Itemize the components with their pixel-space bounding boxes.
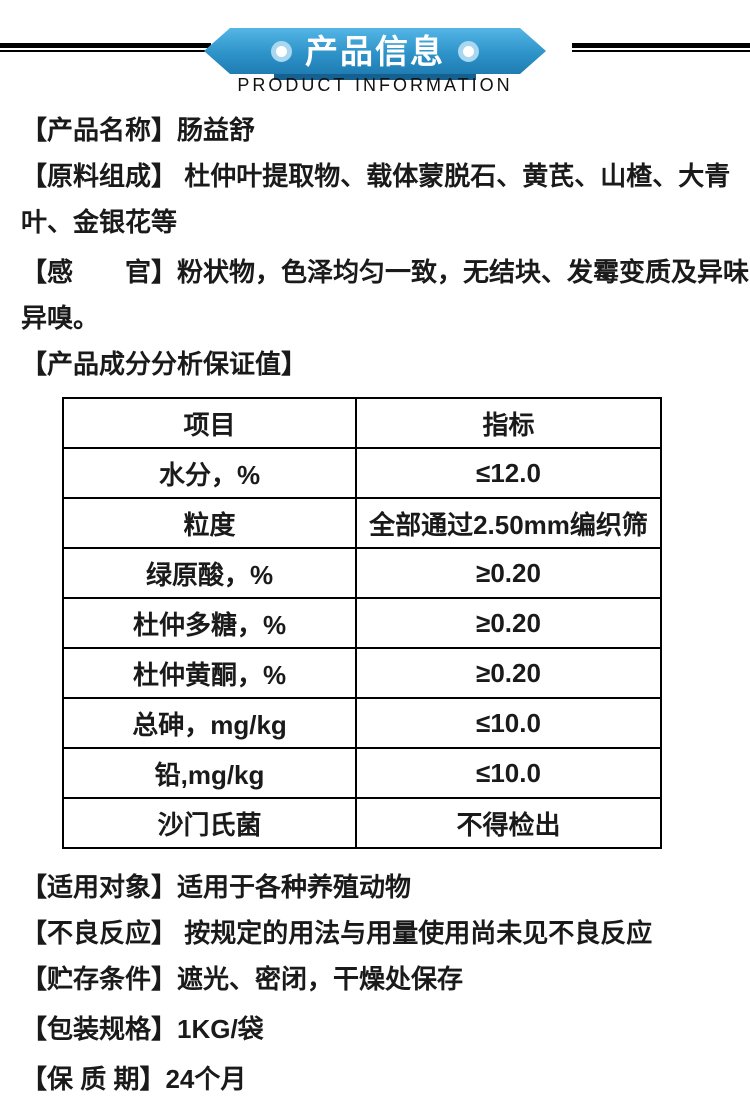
- product-intro-section: 【产品名称】肠益舒 【原料组成】 杜仲叶提取物、载体蒙脱石、黄芪、山楂、大青 叶…: [0, 105, 750, 387]
- column-header-indicator: 指标: [355, 397, 662, 449]
- table-row: 水分，% ≤12.0: [61, 447, 662, 499]
- circle-bullet-icon-right: [458, 41, 479, 62]
- ingredients-line-2: 叶、金银花等: [21, 207, 178, 237]
- item-cell: 总砷，mg/kg: [61, 697, 358, 749]
- page-header: 产品信息 PRODUCT INFORMATION: [0, 0, 750, 105]
- title-ribbon: 产品信息: [204, 28, 546, 80]
- table-header-row: 项目 指标: [61, 397, 662, 449]
- circle-bullet-icon-left: [271, 41, 292, 62]
- indicator-cell: ≥0.20: [355, 647, 662, 699]
- indicator-cell: ≤10.0: [355, 697, 662, 749]
- item-cell: 杜仲多糖，%: [61, 597, 358, 649]
- table-row: 总砷，mg/kg ≤10.0: [61, 697, 662, 749]
- storage-conditions-line: 【贮存条件】遮光、密闭，干燥处保存: [21, 964, 464, 994]
- table-row: 铅,mg/kg ≤10.0: [61, 747, 662, 799]
- page-subtitle: PRODUCT INFORMATION: [237, 75, 513, 95]
- indicator-cell: ≤10.0: [355, 747, 662, 799]
- sensory-line-1: 【感 官】粉状物，色泽均匀一致，无结块、发霉变质及异味: [21, 257, 750, 287]
- analysis-table-heading: 【产品成分分析保证值】: [21, 349, 308, 379]
- left-divider-line: [0, 43, 211, 52]
- sensory-line-2: 异嗅。: [21, 303, 100, 333]
- item-cell: 粒度: [61, 497, 358, 549]
- table-row: 绿原酸，% ≥0.20: [61, 547, 662, 599]
- indicator-cell: ≥0.20: [355, 547, 662, 599]
- item-cell: 杜仲黄酮，%: [61, 647, 358, 699]
- indicator-cell: 全部通过2.50mm编织筛: [355, 497, 662, 549]
- applicable-targets-line: 【适用对象】适用于各种养殖动物: [21, 872, 412, 902]
- indicator-cell: ≥0.20: [355, 597, 662, 649]
- product-name-line: 【产品名称】肠益舒: [21, 115, 256, 145]
- item-cell: 水分，%: [61, 447, 358, 499]
- product-details-section: 【适用对象】适用于各种养殖动物 【不良反应】 按规定的用法与用量使用尚未见不良反…: [0, 849, 750, 1102]
- indicator-cell: 不得检出: [355, 797, 662, 849]
- item-cell: 铅,mg/kg: [61, 747, 358, 799]
- item-cell: 沙门氏菌: [61, 797, 358, 849]
- column-header-item: 项目: [61, 397, 358, 449]
- ribbon-banner: 产品信息: [204, 28, 546, 74]
- shelf-life-line: 【保 质 期】24个月: [21, 1064, 247, 1094]
- table-row: 粒度 全部通过2.50mm编织筛: [61, 497, 662, 549]
- table-row: 杜仲多糖，% ≥0.20: [61, 597, 662, 649]
- ingredients-line-1: 【原料组成】 杜仲叶提取物、载体蒙脱石、黄芪、山楂、大青: [21, 161, 731, 191]
- right-divider-line: [572, 43, 750, 52]
- composition-analysis-table: 项目 指标 水分，% ≤12.0 粒度 全部通过2.50mm编织筛 绿原酸，% …: [61, 397, 662, 849]
- indicator-cell: ≤12.0: [355, 447, 662, 499]
- adverse-reactions-line: 【不良反应】 按规定的用法与用量使用尚未见不良反应: [21, 918, 653, 948]
- page-title: 产品信息: [305, 32, 445, 70]
- package-spec-line: 【包装规格】1KG/袋: [21, 1014, 264, 1044]
- table-row: 沙门氏菌 不得检出: [61, 797, 662, 849]
- item-cell: 绿原酸，%: [61, 547, 358, 599]
- table-row: 杜仲黄酮，% ≥0.20: [61, 647, 662, 699]
